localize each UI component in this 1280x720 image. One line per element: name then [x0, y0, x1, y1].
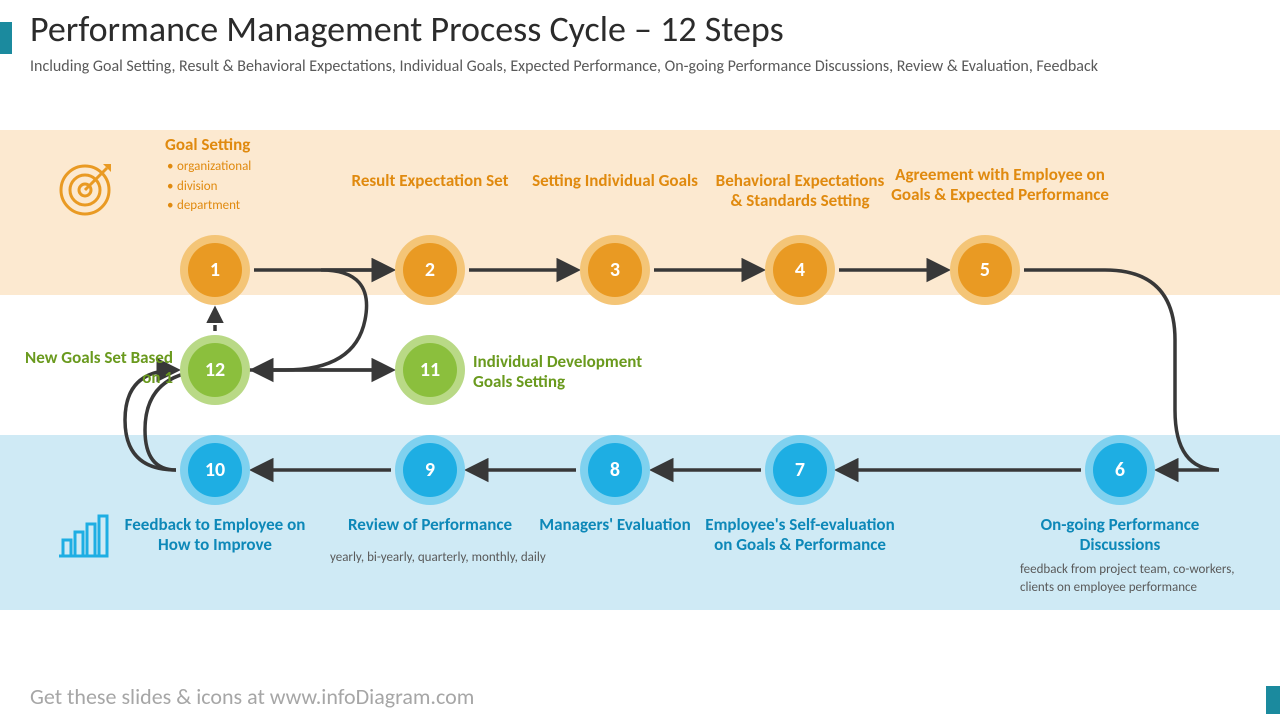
step-node-1: 1 — [188, 243, 242, 297]
accent-bar — [0, 22, 12, 54]
step-label-9: Review of Performance — [335, 515, 525, 535]
step-node-11: 11 — [403, 343, 457, 397]
footer-accent — [1266, 686, 1280, 714]
step-subtext-9: yearly, bi-yearly, quarterly, monthly, d… — [330, 549, 550, 567]
page-title: Performance Management Process Cycle – 1… — [30, 10, 1250, 50]
diagram-stage: 1 Goal Settingorganizationaldivisiondepar… — [0, 130, 1280, 670]
step-label-3: Setting Individual Goals — [525, 171, 705, 191]
step-node-7: 7 — [773, 443, 827, 497]
step-label-8: Managers' Evaluation — [520, 515, 710, 535]
step-bullets-1: organizationaldivisiondepartment — [167, 157, 251, 216]
step-label-7: Employee's Self-evaluation on Goals & Pe… — [705, 515, 895, 556]
step-label-2: Result Expectation Set — [340, 171, 520, 191]
step-label-4: Behavioral Expectations & Standards Sett… — [710, 171, 890, 212]
step-label-11: Individual Development Goals Setting — [473, 352, 643, 393]
step-subtext-6: feedback from project team, co-workers, … — [1020, 561, 1240, 596]
page-subtitle: Including Goal Setting, Result & Behavio… — [30, 56, 1250, 78]
step-node-12: 12 — [188, 343, 242, 397]
target-icon — [55, 160, 115, 220]
step-node-8: 8 — [588, 443, 642, 497]
step-label-6: On-going Performance Discussions — [1025, 515, 1215, 556]
footer-text: Get these slides & icons at www.infoDiag… — [30, 683, 474, 710]
step-node-9: 9 — [403, 443, 457, 497]
step-node-6: 6 — [1093, 443, 1147, 497]
step-node-3: 3 — [588, 243, 642, 297]
step-label-1: Goal Setting — [165, 135, 325, 155]
step-label-12: New Goals Set Based on 1 — [8, 348, 173, 389]
step-node-10: 10 — [188, 443, 242, 497]
chart-icon — [55, 510, 111, 560]
step-node-5: 5 — [958, 243, 1012, 297]
step-node-4: 4 — [773, 243, 827, 297]
step-label-5: Agreement with Employee on Goals & Expec… — [885, 165, 1115, 206]
header: Performance Management Process Cycle – 1… — [30, 10, 1250, 77]
step-label-10: Feedback to Employee on How to Improve — [120, 515, 310, 556]
step-node-2: 2 — [403, 243, 457, 297]
